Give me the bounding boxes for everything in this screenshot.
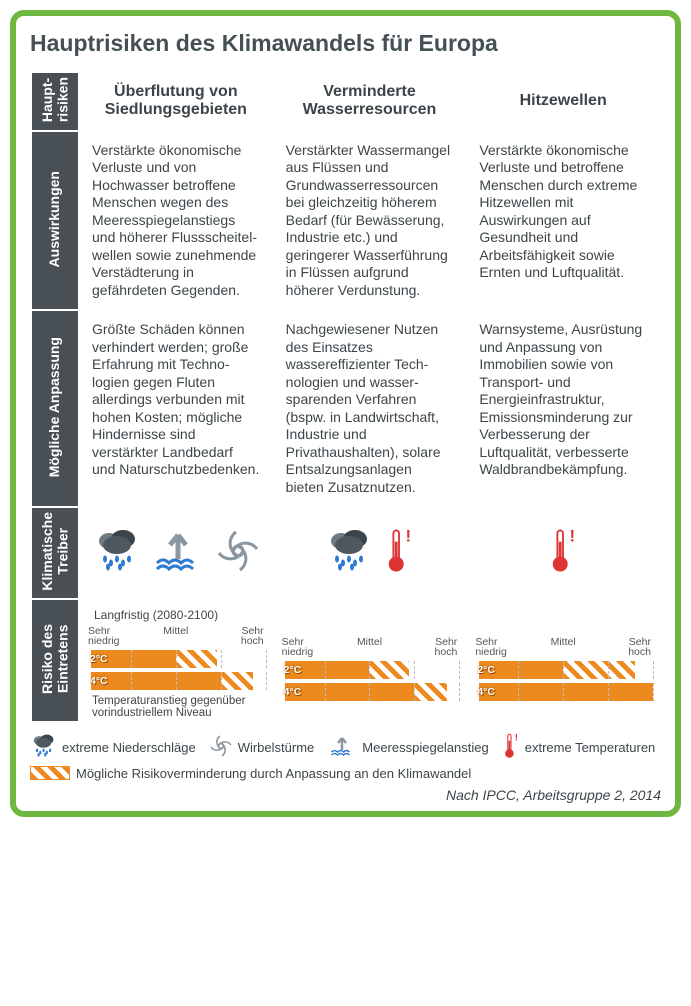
sea-level-icon (328, 735, 356, 760)
rain-icon (93, 529, 139, 578)
risk-chart-3: SehrniedrigMittelSehrhoch 2°C 4°C (467, 600, 659, 721)
colhead-3: Hitzewellen (467, 73, 659, 130)
credit-line: Nach IPCC, Arbeitsgruppe 2, 2014 (30, 787, 661, 803)
risk-footnote: Temperaturanstieg gegenüber vorindustrie… (86, 695, 266, 719)
cell-anpassung-1: Größte Schäden können verhindert werden;… (80, 311, 272, 506)
hatch-swatch (30, 766, 70, 780)
cell-auswirkungen-2: Verstärkter Wasser­mangel aus Flüssen un… (274, 132, 466, 310)
rowlabel-treiber: KlimatischeTreiber (32, 508, 78, 598)
rowlabel-risiko: Risiko desEintretens (32, 600, 78, 721)
drivers-3 (467, 508, 659, 598)
risk-table: Haupt-risiken Überflutung von Siedlungsg… (30, 71, 661, 723)
cell-auswirkungen-3: Verstärkte öko­nomische Verluste und bet… (467, 132, 659, 310)
storm-icon (210, 735, 232, 760)
thermometer-icon (385, 525, 413, 582)
storm-icon (217, 530, 259, 577)
cell-auswirkungen-1: Verstärkte öko­nomische Verluste und von… (80, 132, 272, 310)
rowlabel-auswirkungen: Auswirkungen (32, 132, 78, 310)
timescale-label: Langfristig (2080-2100) (94, 608, 266, 622)
colhead-2: Verminderte Wasserresourcen (274, 73, 466, 130)
thermometer-icon (549, 525, 577, 582)
cell-anpassung-3: Warnsysteme, Ausrüstung und Anpassung vo… (467, 311, 659, 506)
legend: extreme Niederschläge Wirbelstürme Meere… (30, 733, 661, 781)
risk-chart-2: SehrniedrigMittelSehrhoch 2°C 4°C (274, 600, 466, 721)
rain-icon (30, 734, 56, 761)
drivers-1 (80, 508, 272, 598)
rowlabel-anpassung: Mögliche Anpassung (32, 311, 78, 506)
colhead-1: Überflutung von Siedlungsgebieten (80, 73, 272, 130)
risk-chart-1: Langfristig (2080-2100) SehrniedrigMitte… (80, 600, 272, 721)
thermometer-icon (503, 733, 519, 762)
cell-anpassung-2: Nachgewiesener Nutzen des Einsatzes wass… (274, 311, 466, 506)
infographic-frame: Hauptrisiken des Klimawandels für Europa… (10, 10, 681, 817)
rowlabel-hauptrisiken: Haupt-risiken (32, 73, 78, 130)
sea-level-icon (153, 529, 203, 578)
rain-icon (325, 529, 371, 578)
drivers-2 (274, 508, 466, 598)
page-title: Hauptrisiken des Klimawandels für Europa (30, 30, 661, 57)
